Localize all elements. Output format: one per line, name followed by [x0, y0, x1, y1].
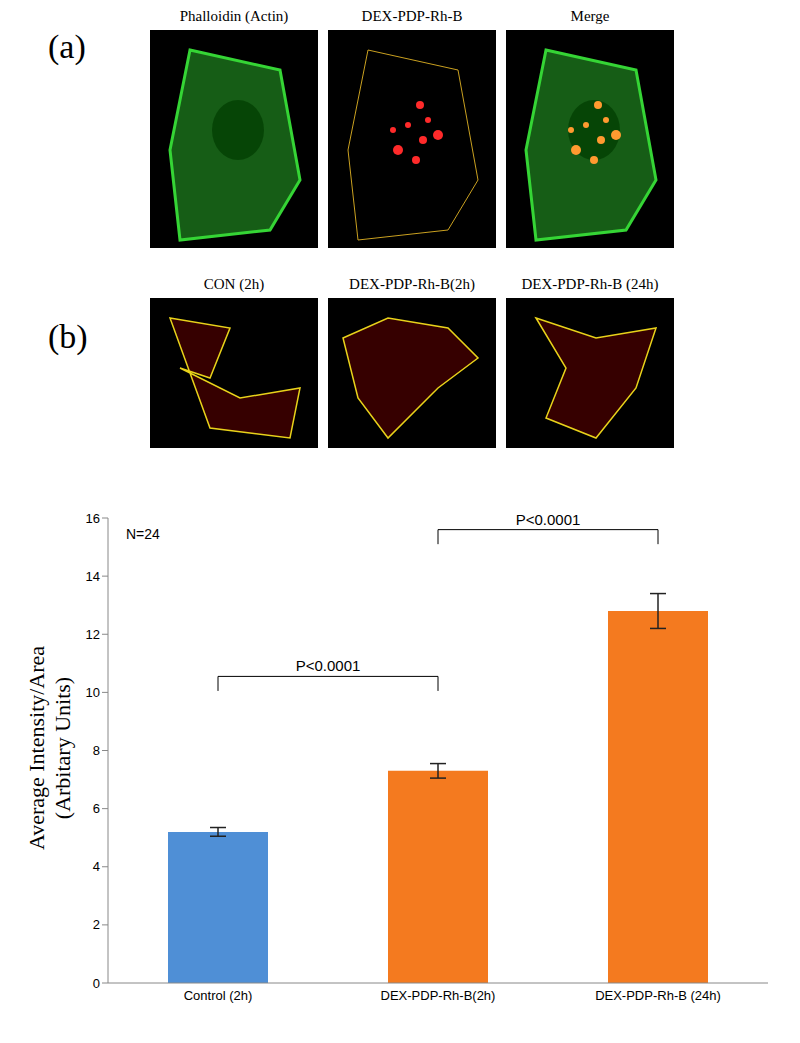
- svg-text:Control (2h): Control (2h): [184, 988, 253, 1003]
- html-text:(Arbitary Units): (Arbitary Units): [50, 676, 75, 820]
- html-text:Merge: Merge: [570, 8, 610, 24]
- svg-text:P<0.0001: P<0.0001: [516, 511, 581, 528]
- html-text:Average Intensity/Area: Average Intensity/Area: [24, 645, 49, 851]
- svg-text:6: 6: [93, 801, 100, 816]
- svg-text:DEX-PDP-Rh-B(2h): DEX-PDP-Rh-B(2h): [381, 988, 496, 1003]
- svg-text:4: 4: [93, 859, 100, 874]
- html-text:DEX-PDP-Rh-B (24h): DEX-PDP-Rh-B (24h): [521, 276, 659, 292]
- html-text:(a): (a): [48, 28, 86, 65]
- svg-text:8: 8: [93, 743, 100, 758]
- html-text:Phalloidin (Actin): Phalloidin (Actin): [179, 8, 289, 24]
- html-text:N=24: N=24: [126, 526, 160, 542]
- html-text:DEX-PDP-Rh-B(2h): DEX-PDP-Rh-B(2h): [349, 276, 475, 292]
- html-text:DEX-PDP-Rh-B: DEX-PDP-Rh-B: [361, 8, 463, 24]
- svg-text:2: 2: [93, 917, 100, 932]
- svg-text:14: 14: [86, 569, 100, 584]
- svg-text:16: 16: [86, 511, 100, 526]
- html-text:CON (2h): CON (2h): [203, 276, 265, 292]
- svg-text:DEX-PDP-Rh-B (24h): DEX-PDP-Rh-B (24h): [595, 988, 721, 1003]
- svg-text:10: 10: [86, 685, 100, 700]
- svg-text:12: 12: [86, 627, 100, 642]
- html-text:(b): (b): [48, 318, 88, 355]
- svg-text:P<0.0001: P<0.0001: [296, 657, 361, 674]
- svg-text:0: 0: [93, 976, 100, 991]
